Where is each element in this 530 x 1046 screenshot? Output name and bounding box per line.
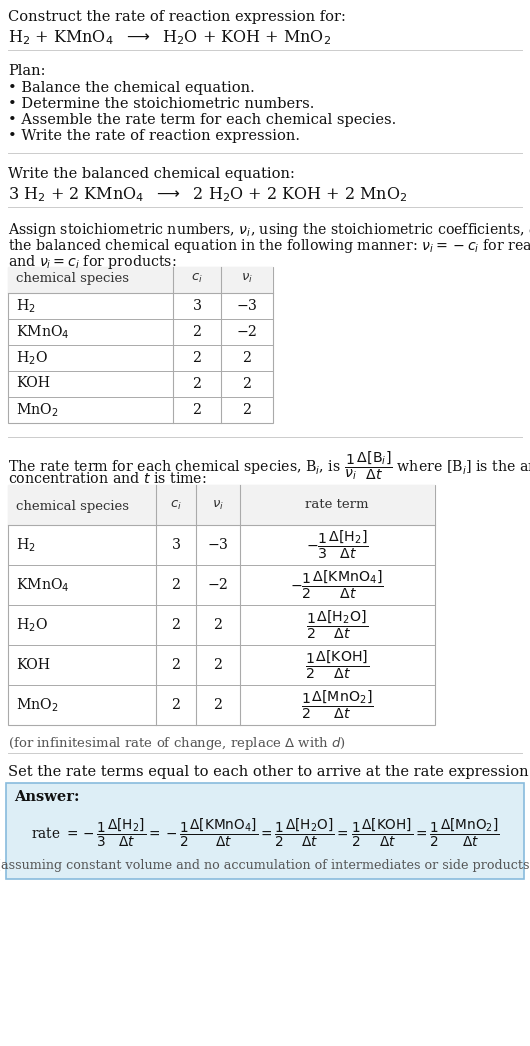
Text: 2: 2 — [192, 325, 201, 339]
Text: the balanced chemical equation in the following manner: $\nu_i = -c_i$ for react: the balanced chemical equation in the fo… — [8, 237, 530, 255]
Bar — [8, 267, 273, 423]
Text: and $\nu_i = c_i$ for products:: and $\nu_i = c_i$ for products: — [8, 253, 176, 271]
Text: H$_2$: H$_2$ — [16, 298, 36, 316]
Text: $c_i$: $c_i$ — [170, 499, 182, 511]
Text: Write the balanced chemical equation:: Write the balanced chemical equation: — [8, 167, 295, 181]
Bar — [8, 485, 435, 725]
Text: 2: 2 — [214, 698, 223, 712]
Text: $\nu_i$: $\nu_i$ — [241, 272, 253, 286]
Text: 2: 2 — [192, 377, 201, 391]
Text: $-\dfrac{1}{3}\dfrac{\Delta[\mathrm{H_2}]}{\Delta t}$: $-\dfrac{1}{3}\dfrac{\Delta[\mathrm{H_2}… — [306, 529, 368, 562]
Text: $\dfrac{1}{2}\dfrac{\Delta[\mathrm{H_2O}]}{\Delta t}$: $\dfrac{1}{2}\dfrac{\Delta[\mathrm{H_2O}… — [306, 609, 368, 641]
Text: −2: −2 — [236, 325, 258, 339]
Text: −2: −2 — [208, 578, 228, 592]
Text: 2: 2 — [172, 658, 181, 672]
Text: Plan:: Plan: — [8, 64, 46, 78]
Text: 2: 2 — [214, 618, 223, 632]
Text: chemical species: chemical species — [16, 500, 129, 513]
Text: • Write the rate of reaction expression.: • Write the rate of reaction expression. — [8, 129, 300, 143]
Text: H$_2$ + KMnO$_4$  $\longrightarrow$  H$_2$O + KOH + MnO$_2$: H$_2$ + KMnO$_4$ $\longrightarrow$ H$_2$… — [8, 28, 331, 47]
Text: The rate term for each chemical species, B$_i$, is $\dfrac{1}{\nu_i}\dfrac{\Delt: The rate term for each chemical species,… — [8, 449, 530, 482]
Text: KMnO$_4$: KMnO$_4$ — [16, 576, 69, 594]
Text: $-\dfrac{1}{2}\dfrac{\Delta[\mathrm{KMnO_4}]}{\Delta t}$: $-\dfrac{1}{2}\dfrac{\Delta[\mathrm{KMnO… — [290, 569, 384, 601]
Text: 2: 2 — [243, 351, 252, 365]
Text: 2: 2 — [172, 698, 181, 712]
Text: H$_2$: H$_2$ — [16, 537, 36, 553]
Text: Assign stoichiometric numbers, $\nu_i$, using the stoichiometric coefficients, $: Assign stoichiometric numbers, $\nu_i$, … — [8, 221, 530, 238]
Text: $\dfrac{1}{2}\dfrac{\Delta[\mathrm{MnO_2}]}{\Delta t}$: $\dfrac{1}{2}\dfrac{\Delta[\mathrm{MnO_2… — [301, 688, 373, 721]
Text: H$_2$O: H$_2$O — [16, 616, 48, 634]
Text: • Determine the stoichiometric numbers.: • Determine the stoichiometric numbers. — [8, 97, 314, 111]
Text: $\nu_i$: $\nu_i$ — [212, 499, 224, 511]
Text: Answer:: Answer: — [14, 790, 80, 804]
Text: (for infinitesimal rate of change, replace $\Delta$ with $d$): (for infinitesimal rate of change, repla… — [8, 735, 346, 752]
Text: KOH: KOH — [16, 658, 50, 672]
Text: H$_2$O: H$_2$O — [16, 350, 48, 367]
Text: 2: 2 — [172, 618, 181, 632]
Text: $c_i$: $c_i$ — [191, 272, 203, 286]
Text: 3: 3 — [192, 299, 201, 313]
Text: 2: 2 — [172, 578, 181, 592]
Text: 2: 2 — [243, 403, 252, 417]
Text: MnO$_2$: MnO$_2$ — [16, 697, 58, 713]
Text: Construct the rate of reaction expression for:: Construct the rate of reaction expressio… — [8, 10, 346, 24]
Text: Set the rate terms equal to each other to arrive at the rate expression:: Set the rate terms equal to each other t… — [8, 765, 530, 779]
Text: KMnO$_4$: KMnO$_4$ — [16, 324, 69, 341]
Text: KOH: KOH — [16, 376, 50, 390]
Text: concentration and $t$ is time:: concentration and $t$ is time: — [8, 471, 207, 486]
Text: −3: −3 — [208, 538, 228, 552]
Text: chemical species: chemical species — [16, 272, 129, 285]
Text: • Assemble the rate term for each chemical species.: • Assemble the rate term for each chemic… — [8, 113, 396, 127]
Text: MnO$_2$: MnO$_2$ — [16, 402, 58, 419]
Text: 2: 2 — [214, 658, 223, 672]
Bar — [8, 267, 273, 293]
Text: rate term: rate term — [305, 499, 369, 511]
Text: $\dfrac{1}{2}\dfrac{\Delta[\mathrm{KOH}]}{\Delta t}$: $\dfrac{1}{2}\dfrac{\Delta[\mathrm{KOH}]… — [305, 649, 369, 681]
Bar — [6, 783, 524, 879]
Bar — [8, 485, 435, 525]
Text: • Balance the chemical equation.: • Balance the chemical equation. — [8, 81, 255, 95]
Text: 3: 3 — [172, 538, 181, 552]
Text: rate $= -\dfrac{1}{3}\dfrac{\Delta[\mathrm{H_2}]}{\Delta t} = -\dfrac{1}{2}\dfra: rate $= -\dfrac{1}{3}\dfrac{\Delta[\math… — [31, 817, 499, 849]
Text: −3: −3 — [236, 299, 258, 313]
Text: 2: 2 — [243, 377, 252, 391]
Text: 2: 2 — [192, 351, 201, 365]
Text: 2: 2 — [192, 403, 201, 417]
Text: (assuming constant volume and no accumulation of intermediates or side products): (assuming constant volume and no accumul… — [0, 859, 530, 872]
Text: 3 H$_2$ + 2 KMnO$_4$  $\longrightarrow$  2 H$_2$O + 2 KOH + 2 MnO$_2$: 3 H$_2$ + 2 KMnO$_4$ $\longrightarrow$ 2… — [8, 185, 408, 204]
